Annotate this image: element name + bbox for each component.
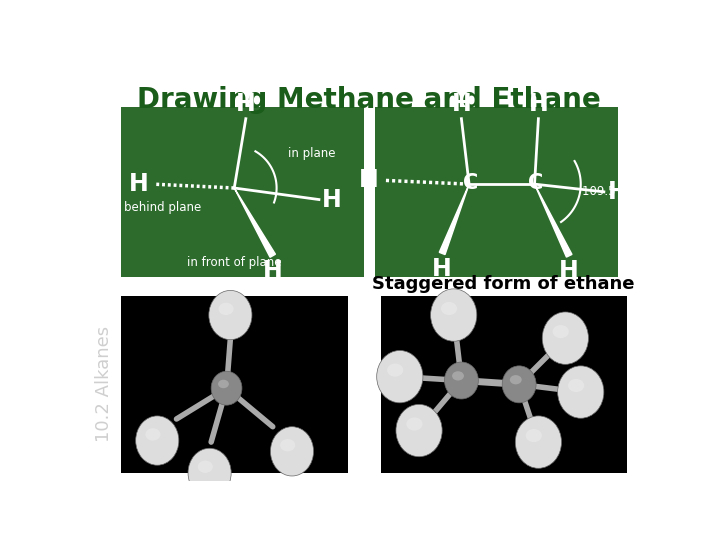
Ellipse shape xyxy=(271,427,314,476)
Ellipse shape xyxy=(377,350,423,403)
Ellipse shape xyxy=(444,362,478,399)
Text: Drawing Methane and Ethane: Drawing Methane and Ethane xyxy=(137,86,601,114)
Ellipse shape xyxy=(280,439,295,451)
Text: H: H xyxy=(432,256,452,281)
Ellipse shape xyxy=(516,416,562,468)
Bar xyxy=(381,296,627,473)
Text: 10.2 Alkanes: 10.2 Alkanes xyxy=(95,326,113,442)
Text: behind plane: behind plane xyxy=(124,201,202,214)
Text: H: H xyxy=(322,187,342,212)
Ellipse shape xyxy=(209,291,252,340)
Polygon shape xyxy=(534,184,572,257)
Bar xyxy=(121,107,364,276)
Ellipse shape xyxy=(198,461,213,473)
Ellipse shape xyxy=(406,417,423,430)
Text: H: H xyxy=(528,92,548,116)
Ellipse shape xyxy=(542,312,588,365)
Text: in front of plane: in front of plane xyxy=(187,256,282,269)
Ellipse shape xyxy=(219,303,233,315)
Ellipse shape xyxy=(188,448,231,497)
Ellipse shape xyxy=(431,289,477,341)
Text: H: H xyxy=(559,259,579,283)
Ellipse shape xyxy=(441,302,457,315)
Polygon shape xyxy=(234,188,276,257)
Ellipse shape xyxy=(135,416,179,465)
Text: H: H xyxy=(263,259,283,283)
Ellipse shape xyxy=(553,325,569,338)
Text: 109.5 °: 109.5 ° xyxy=(582,185,626,198)
Ellipse shape xyxy=(145,428,161,441)
Text: C: C xyxy=(528,173,544,193)
Ellipse shape xyxy=(211,372,242,405)
Ellipse shape xyxy=(387,363,403,377)
Text: Staggered form of ethane: Staggered form of ethane xyxy=(372,275,635,293)
Text: C: C xyxy=(463,173,478,193)
Ellipse shape xyxy=(452,372,464,381)
Ellipse shape xyxy=(526,429,542,442)
Ellipse shape xyxy=(218,380,229,388)
Text: in plane: in plane xyxy=(288,147,336,160)
Ellipse shape xyxy=(510,375,522,384)
Ellipse shape xyxy=(503,366,536,403)
Ellipse shape xyxy=(558,366,604,418)
Text: H: H xyxy=(359,168,378,192)
Polygon shape xyxy=(439,184,469,254)
Bar xyxy=(121,296,348,473)
Text: H: H xyxy=(451,92,472,116)
Ellipse shape xyxy=(568,379,584,392)
Ellipse shape xyxy=(396,404,442,457)
Text: H: H xyxy=(129,172,149,196)
Bar xyxy=(375,107,618,276)
Text: H: H xyxy=(236,92,256,116)
Text: H: H xyxy=(608,180,627,204)
